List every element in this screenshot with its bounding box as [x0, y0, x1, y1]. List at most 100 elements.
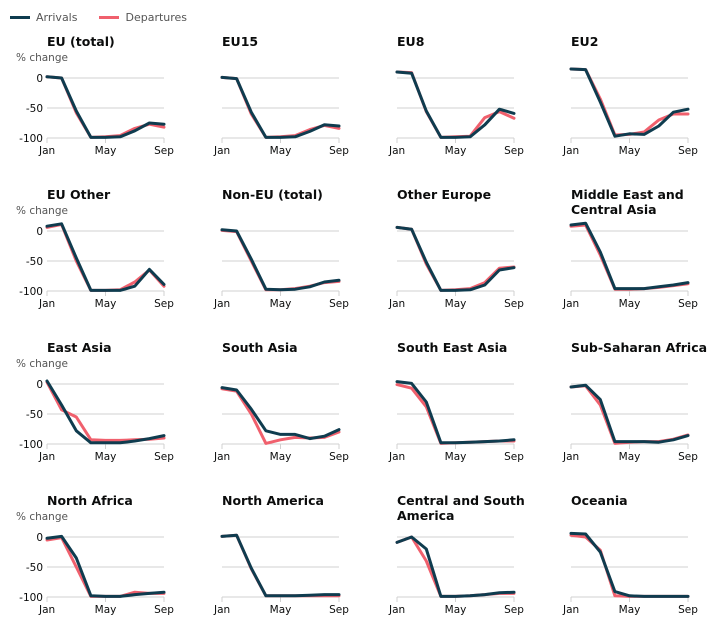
arrivals-line: [395, 70, 516, 139]
y-tick-label: -50: [26, 409, 43, 421]
y-axis-label: % change: [16, 511, 68, 523]
legend-label-departures: Departures: [125, 10, 188, 24]
x-tick-label: May: [619, 145, 641, 157]
y-axis-label: % change: [16, 205, 68, 217]
x-tick-label: May: [445, 451, 467, 463]
x-tick-label: Jan: [213, 145, 230, 157]
x-tick-label: Jan: [562, 298, 579, 310]
panel-title: East Asia: [47, 340, 112, 355]
x-tick-label: May: [95, 604, 117, 616]
y-tick-label: 0: [36, 73, 43, 85]
arrivals-line: [45, 534, 166, 598]
legend-item-arrivals: Arrivals: [10, 11, 77, 24]
y-tick-label: -100: [19, 592, 43, 604]
x-tick-label: Jan: [388, 298, 405, 310]
arrivals-line: [569, 221, 690, 291]
x-tick-label: Sep: [329, 604, 349, 616]
departures-line: [569, 533, 690, 598]
legend-swatch-arrivals: [10, 15, 30, 19]
x-tick-label: May: [95, 298, 117, 310]
y-tick-label: 0: [36, 226, 43, 238]
y-tick-label: -50: [26, 562, 43, 574]
x-tick-label: Jan: [213, 298, 230, 310]
x-tick-label: Jan: [38, 298, 55, 310]
panel-title: EU8: [397, 34, 425, 49]
arrivals-line: [45, 75, 166, 139]
x-tick-label: Jan: [562, 604, 579, 616]
x-tick-label: May: [270, 145, 292, 157]
panel-title: EU15: [222, 34, 259, 49]
panel-title: South Asia: [222, 340, 298, 355]
x-tick-label: May: [619, 298, 641, 310]
arrivals-line: [45, 222, 166, 292]
panel-title: EU2: [571, 34, 599, 49]
panel-title: EU (total): [47, 34, 115, 49]
panel-title: North America: [222, 493, 324, 508]
panel-title: EU Other: [47, 187, 111, 202]
x-tick-label: Sep: [504, 145, 524, 157]
y-tick-label: -100: [19, 133, 43, 145]
x-tick-label: Jan: [562, 145, 579, 157]
x-tick-label: Jan: [213, 451, 230, 463]
arrivals-line: [569, 531, 690, 598]
x-tick-label: May: [270, 298, 292, 310]
x-tick-label: Jan: [38, 604, 55, 616]
x-tick-label: May: [270, 604, 292, 616]
x-tick-label: Sep: [678, 145, 698, 157]
x-tick-label: Sep: [329, 145, 349, 157]
x-tick-label: May: [445, 604, 467, 616]
y-tick-label: -50: [26, 256, 43, 268]
legend-item-departures: Departures: [99, 11, 187, 24]
arrivals-line: [220, 386, 341, 441]
x-tick-label: Sep: [678, 604, 698, 616]
arrivals-line: [220, 533, 341, 598]
panel-title: South East Asia: [397, 340, 508, 355]
x-tick-label: Jan: [562, 451, 579, 463]
x-tick-label: Sep: [504, 451, 524, 463]
arrivals-line: [395, 535, 516, 598]
panel-title: Non-EU (total): [222, 187, 323, 202]
panel-title: North Africa: [47, 493, 133, 508]
x-tick-label: Sep: [504, 604, 524, 616]
x-tick-label: Sep: [154, 604, 174, 616]
x-tick-label: May: [445, 145, 467, 157]
x-tick-label: Jan: [38, 451, 55, 463]
legend-swatch-departures: [99, 15, 120, 19]
x-tick-label: May: [95, 451, 117, 463]
y-tick-label: 0: [36, 532, 43, 544]
panel-title: Central and South America: [397, 493, 525, 523]
y-axis-label: % change: [16, 358, 68, 370]
chart-legend: Arrivals Departures: [10, 9, 209, 25]
x-tick-label: Jan: [388, 451, 405, 463]
x-tick-label: Jan: [388, 145, 405, 157]
arrivals-line: [569, 67, 690, 138]
arrivals-line: [45, 379, 166, 445]
legend-label-arrivals: Arrivals: [36, 10, 78, 24]
y-tick-label: -100: [19, 286, 43, 298]
panel-title: Sub-Saharan Africa: [571, 340, 708, 355]
panel-title: Oceania: [571, 493, 628, 508]
departures-line: [569, 384, 690, 445]
x-tick-label: Sep: [678, 451, 698, 463]
x-tick-label: May: [95, 145, 117, 157]
panel-title: Other Europe: [397, 187, 492, 202]
x-tick-label: Sep: [329, 451, 349, 463]
x-tick-label: Jan: [213, 604, 230, 616]
x-tick-label: May: [445, 298, 467, 310]
arrivals-line: [220, 75, 341, 139]
panel-title: Middle East and Central Asia: [571, 187, 684, 217]
departures-line: [569, 223, 690, 291]
x-tick-label: May: [619, 451, 641, 463]
x-tick-label: May: [619, 604, 641, 616]
x-tick-label: Sep: [154, 451, 174, 463]
y-tick-label: -100: [19, 439, 43, 451]
x-tick-label: May: [270, 451, 292, 463]
y-tick-label: 0: [36, 379, 43, 391]
x-tick-label: Sep: [678, 298, 698, 310]
y-axis-label: % change: [16, 52, 68, 64]
y-tick-label: -50: [26, 103, 43, 115]
x-tick-label: Sep: [154, 145, 174, 157]
x-tick-label: Sep: [154, 298, 174, 310]
arrivals-line: [395, 225, 516, 292]
x-tick-label: Jan: [38, 145, 55, 157]
